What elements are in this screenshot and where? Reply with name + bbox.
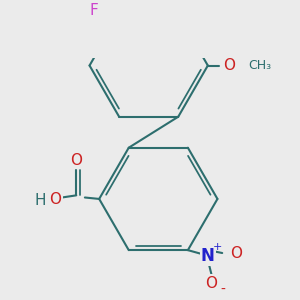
Text: CH₃: CH₃ — [248, 59, 271, 72]
Text: -: - — [220, 283, 225, 297]
Text: H: H — [35, 193, 46, 208]
Text: O: O — [70, 153, 82, 168]
Text: O: O — [230, 245, 242, 260]
Text: O: O — [50, 192, 61, 207]
Text: +: + — [213, 242, 223, 252]
Text: O: O — [223, 58, 235, 73]
Text: F: F — [90, 3, 98, 18]
Text: N: N — [201, 247, 215, 265]
Text: O: O — [206, 275, 218, 290]
